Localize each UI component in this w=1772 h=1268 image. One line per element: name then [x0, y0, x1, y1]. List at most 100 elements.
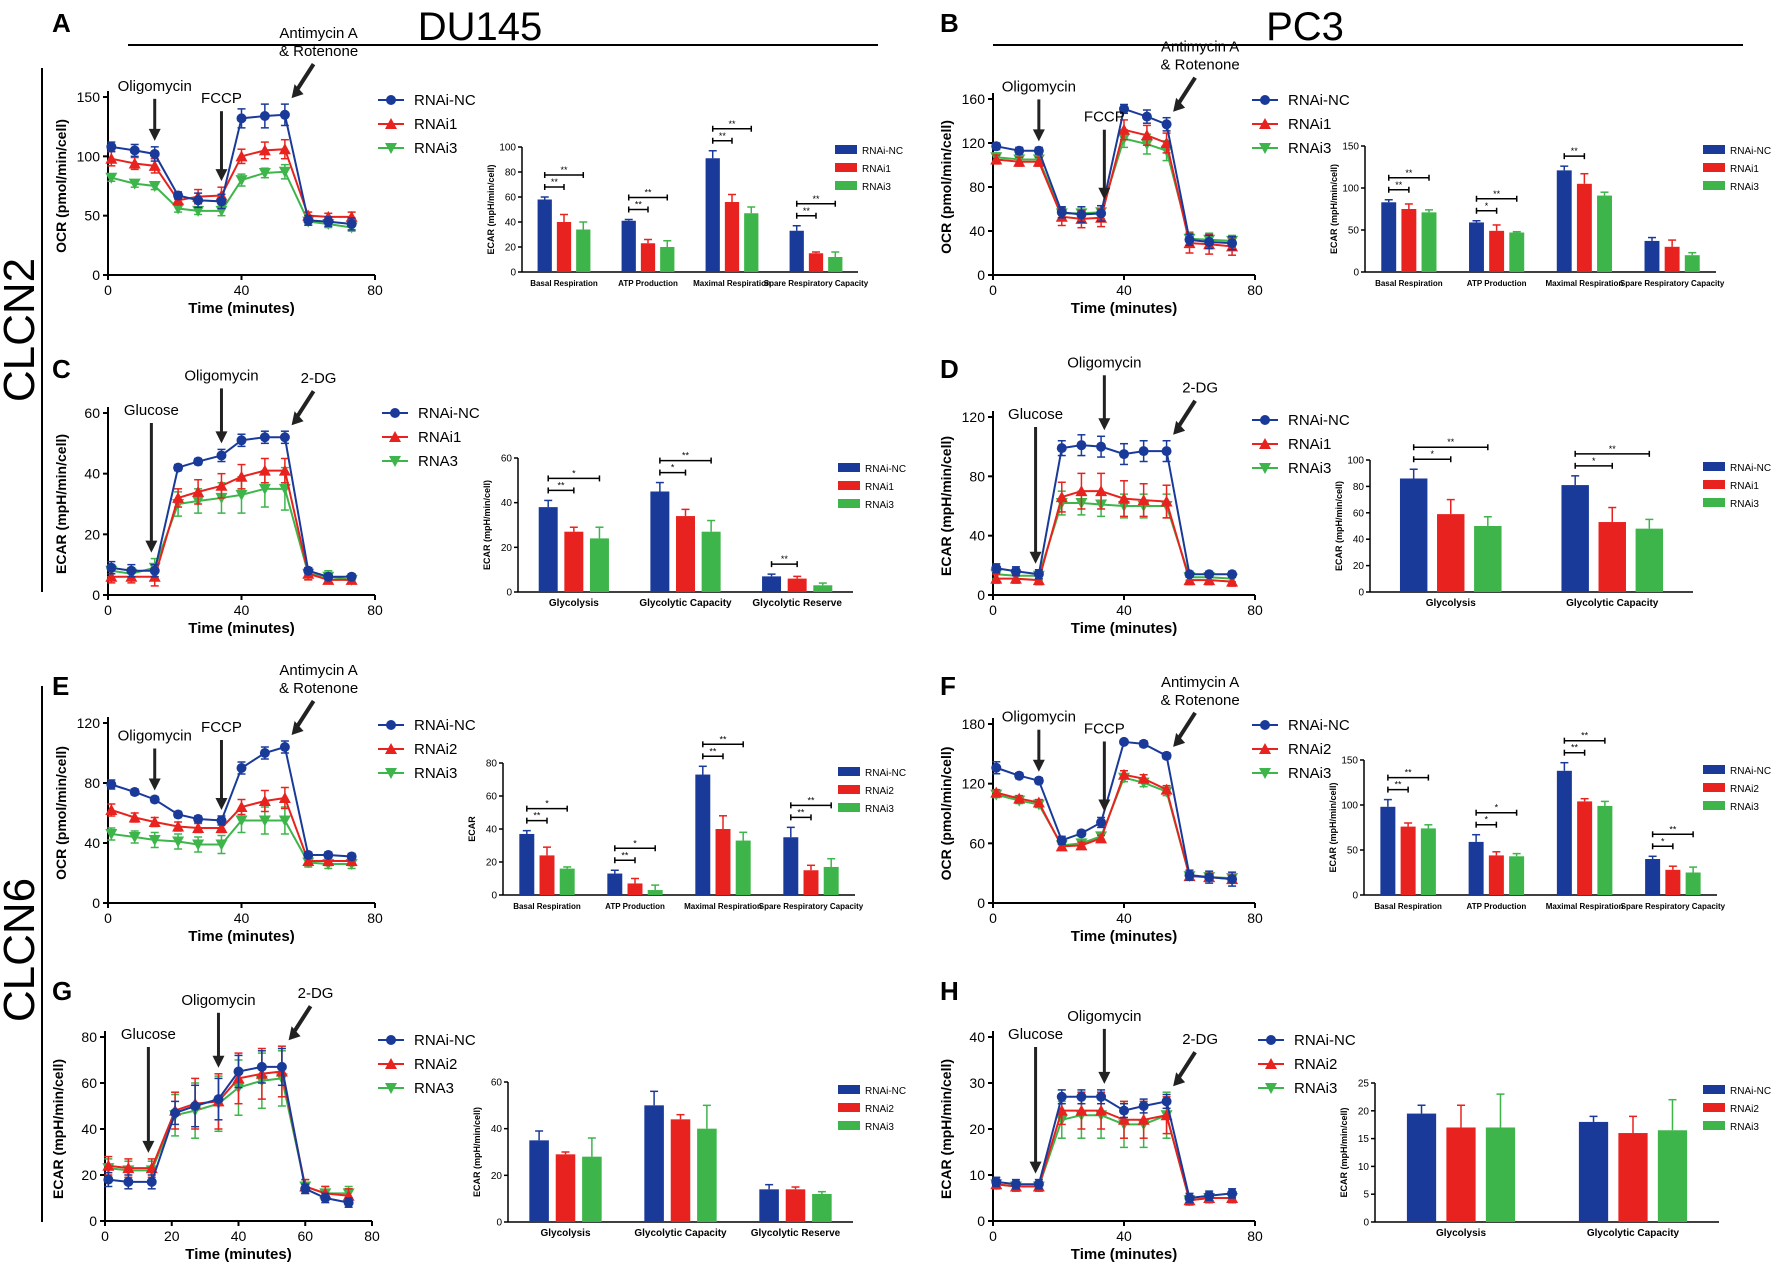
annotation-arrow	[1175, 711, 1197, 742]
x-tick-label: 40	[234, 910, 250, 926]
x-tick-label: 60	[297, 1228, 313, 1244]
data-point	[235, 815, 248, 827]
data-point	[216, 450, 227, 461]
series-rnai2	[102, 1045, 355, 1204]
y-tick-label: 0	[1358, 588, 1364, 599]
data-point	[123, 1176, 134, 1187]
series-line	[111, 436, 352, 578]
legend-marker	[386, 95, 396, 105]
legend-label: RNAi-NC	[865, 1086, 906, 1097]
data-point	[1204, 1190, 1215, 1201]
data-point	[1009, 572, 1022, 584]
bar	[787, 578, 807, 592]
y-tick-label: 40	[969, 1029, 985, 1045]
bar	[1489, 230, 1505, 272]
bar	[1556, 170, 1572, 272]
data-point	[1033, 569, 1044, 580]
data-point	[1032, 574, 1045, 586]
data-point	[1119, 449, 1129, 460]
y-tick-label: 0	[510, 268, 516, 279]
data-point	[991, 141, 1002, 152]
data-point	[105, 172, 118, 184]
x-category-label: ATP Production	[1467, 279, 1527, 288]
series-rnai-nc	[106, 103, 357, 231]
legend-label: RNAi1	[1288, 116, 1331, 133]
data-point	[1075, 1104, 1088, 1116]
data-point	[1184, 234, 1195, 245]
sig-label: **	[1493, 189, 1501, 199]
series-rnai1	[990, 472, 1239, 587]
x-category-label: Maximal Respiration	[1546, 902, 1624, 911]
x-tick-label: 0	[104, 282, 112, 298]
legend-swatch	[838, 481, 860, 490]
y-tick-label: 20	[969, 1121, 985, 1137]
legend-marker	[390, 408, 400, 418]
annotation-arrow	[293, 699, 316, 731]
data-point	[1140, 129, 1153, 141]
annotation-arrowhead	[215, 798, 228, 810]
data-point	[148, 816, 161, 827]
y-tick-label: 0	[977, 895, 985, 911]
data-point	[1119, 1105, 1129, 1116]
bar	[1577, 801, 1593, 895]
data-point	[235, 801, 248, 812]
x-axis-label: Time (minutes)	[1071, 300, 1177, 317]
data-point	[173, 462, 184, 473]
annotation-label: Antimycin A	[279, 25, 357, 42]
y-tick-label: 0	[92, 895, 100, 911]
sig-label: **	[621, 850, 629, 860]
sig-label: *	[545, 799, 549, 809]
y-axis-label: OCR (pmol/min/cell)	[938, 747, 954, 881]
legend-swatch	[1703, 498, 1725, 507]
y-tick-label: 40	[1353, 535, 1365, 546]
x-tick-label: 80	[1247, 602, 1263, 618]
legend-swatch	[838, 499, 860, 508]
sig-label: **	[797, 807, 805, 817]
legend-marker	[385, 1058, 397, 1069]
data-point	[343, 1197, 354, 1208]
y-tick-label: 0	[977, 267, 985, 283]
data-point	[193, 456, 204, 467]
data-point	[258, 483, 271, 495]
bar	[762, 576, 782, 592]
data-point	[323, 850, 334, 860]
legend-label: RNAi3	[414, 765, 457, 782]
sig-label: **	[1394, 780, 1402, 790]
annotation-arrowhead	[1032, 759, 1045, 772]
x-axis-label: Time (minutes)	[1071, 620, 1177, 637]
data-point	[213, 1094, 224, 1105]
sig-label: *	[1484, 815, 1488, 825]
data-point	[193, 195, 204, 206]
bar	[783, 837, 799, 895]
y-tick-label: 0	[506, 588, 512, 599]
sig-label: *	[1485, 201, 1489, 211]
data-point	[173, 190, 184, 201]
y-tick-label: 40	[969, 223, 985, 239]
legend-label: RNAi-NC	[1288, 92, 1350, 109]
sig-label: **	[781, 554, 789, 564]
bar	[1597, 805, 1613, 895]
y-axis-label: OCR (pmol/min/cell)	[53, 746, 69, 880]
annotation-label: 2-DG	[298, 985, 334, 1002]
sig-label: **	[719, 734, 727, 744]
legend-label: RNAi-NC	[865, 768, 906, 779]
y-tick-label: 50	[84, 208, 100, 224]
legend-label: RNAi3	[1730, 1122, 1759, 1133]
annotation-arrow	[1175, 76, 1197, 107]
bar	[1635, 528, 1664, 592]
x-tick-label: 0	[989, 602, 997, 618]
series-line	[108, 1065, 349, 1204]
legend-marker	[385, 768, 397, 779]
y-axis-label: OCR (pmol/min/cell)	[53, 119, 69, 253]
data-point	[1227, 238, 1238, 249]
y-tick-label: 0	[1363, 1218, 1369, 1229]
bar	[1485, 1127, 1516, 1222]
legend-marker	[389, 456, 401, 467]
sig-label: **	[1405, 768, 1413, 778]
bar	[1469, 222, 1484, 272]
data-point	[172, 491, 185, 503]
x-category-label: Glycolytic Capacity	[1587, 1228, 1680, 1239]
bar-chart-Bbar: 0 50 100 150 ECAR (mpH/min/cell) Basal Respir…	[1329, 142, 1771, 289]
y-tick-label: 40	[969, 528, 985, 544]
y-tick-label: 100	[1342, 184, 1359, 195]
